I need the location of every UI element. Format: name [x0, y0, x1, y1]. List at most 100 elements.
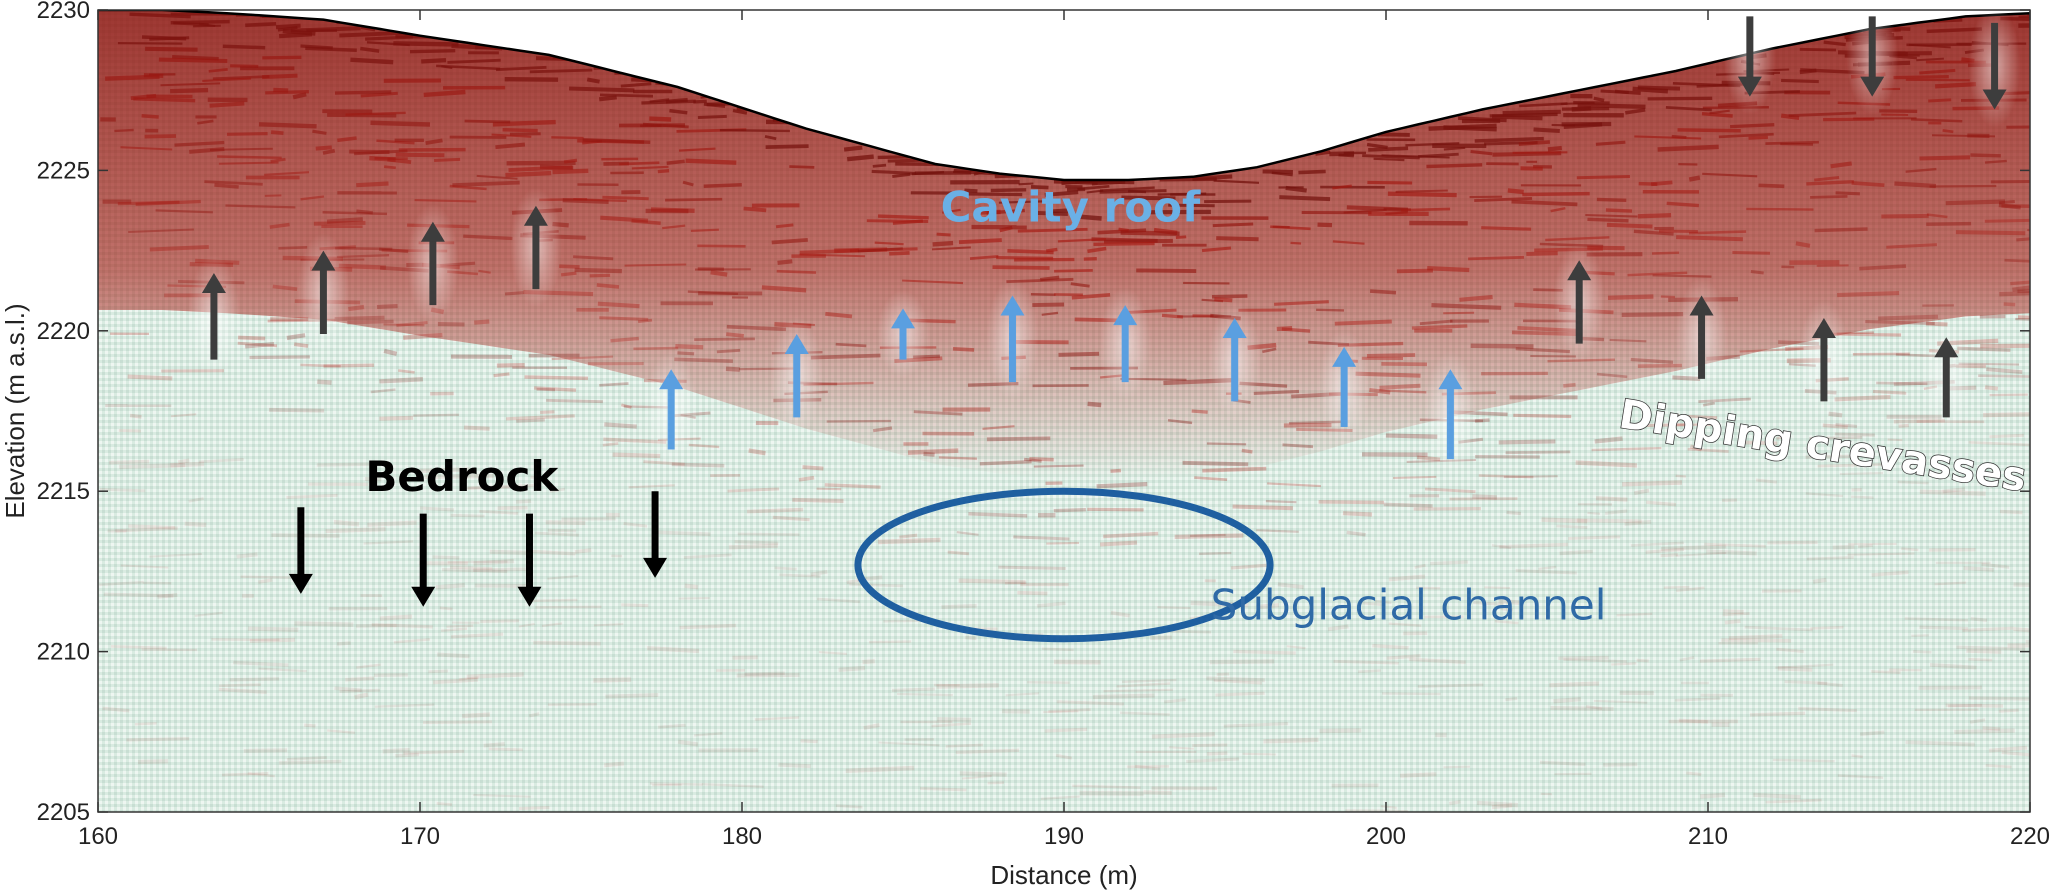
- reflector-streak: [1989, 433, 2024, 439]
- reflector-streak: [1484, 586, 1511, 589]
- reflector-streak: [473, 567, 526, 572]
- reflector-streak: [931, 722, 972, 728]
- crevasse-arrow-head: [201, 273, 226, 294]
- reflector-streak: [1998, 708, 2019, 713]
- reflector-streak: [1679, 656, 1695, 662]
- reflector-streak: [1724, 618, 1741, 625]
- reflector-streak: [1473, 600, 1504, 606]
- reflector-streak: [1550, 706, 1614, 711]
- reflector-streak: [1956, 645, 2026, 651]
- reflector-streak: [536, 387, 556, 392]
- reflector-streak: [1630, 541, 1684, 547]
- reflector-streak: [541, 622, 563, 627]
- reflector-streak: [1072, 784, 1141, 789]
- reflector-streak: [1186, 757, 1239, 764]
- reflector-streak: [736, 672, 800, 678]
- reflector-streak: [1587, 511, 1601, 515]
- reflector-streak: [744, 671, 785, 677]
- reflector-streak: [1806, 556, 1854, 561]
- subglacial-channel-label: Subglacial channel: [1211, 581, 1607, 630]
- reflector-streak: [628, 484, 675, 489]
- reflector-streak: [1954, 728, 2015, 735]
- reflector-streak: [727, 487, 780, 493]
- reflector-streak: [333, 519, 360, 527]
- above-surface-mask: [98, 10, 2030, 180]
- reflector-streak: [221, 772, 269, 777]
- reflector-streak: [1388, 622, 1422, 627]
- reflector-streak: [236, 552, 258, 559]
- reflector-streak: [1663, 585, 1690, 589]
- reflector-streak: [748, 448, 766, 456]
- x-axis-label: Distance (m): [990, 860, 1137, 890]
- reflector-streak: [810, 569, 828, 577]
- bedrock-arrow-head: [411, 586, 436, 607]
- cavity-arrow-head: [1222, 317, 1247, 338]
- reflector-streak: [515, 499, 532, 504]
- reflector-streak: [772, 515, 810, 522]
- reflector-streak: [493, 372, 510, 378]
- reflector-streak: [1699, 657, 1761, 663]
- y-tick-label: 2205: [37, 799, 90, 826]
- reflector-streak: [1043, 710, 1079, 714]
- reflector-streak: [1847, 552, 1915, 556]
- reflector-streak: [1948, 703, 1983, 708]
- reflector-streak: [473, 558, 515, 566]
- reflector-streak: [1645, 547, 1685, 554]
- reflector-streak: [367, 520, 417, 527]
- reflector-streak: [528, 712, 540, 718]
- reflector-streak: [1327, 624, 1349, 632]
- reflector-streak: [1374, 599, 1392, 604]
- reflector-streak: [1513, 413, 1572, 419]
- reflector-streak: [483, 742, 505, 748]
- reflector-streak: [1319, 728, 1362, 734]
- reflector-streak: [754, 716, 800, 721]
- plot-area: [98, 10, 2030, 812]
- reflector-streak: [1342, 511, 1373, 517]
- reflector-streak: [1549, 681, 1600, 688]
- reflector-streak: [1096, 482, 1148, 489]
- reflector-streak: [1036, 601, 1066, 608]
- reflector-streak: [177, 458, 190, 465]
- reflector-streak: [194, 611, 223, 617]
- reflector-streak: [1392, 475, 1437, 479]
- reflector-streak: [1968, 657, 1993, 662]
- reflector-streak: [1919, 625, 1969, 631]
- reflector-streak: [1400, 772, 1437, 778]
- reflector-streak: [1563, 658, 1627, 663]
- reflector-streak: [1576, 518, 1642, 524]
- reflector-streak: [746, 507, 804, 514]
- reflector-streak: [1491, 803, 1513, 810]
- reflector-streak: [1046, 541, 1080, 545]
- reflector-streak: [118, 428, 142, 433]
- reflector-streak: [109, 459, 150, 465]
- reflector-streak: [947, 550, 970, 556]
- reflector-streak: [1044, 727, 1088, 733]
- reflector-streak: [1593, 699, 1648, 704]
- reflector-streak: [605, 693, 659, 699]
- reflector-streak: [247, 772, 275, 778]
- reflector-streak: [473, 793, 531, 798]
- reflector-streak: [1232, 504, 1293, 511]
- reflector-streak: [1851, 754, 1863, 759]
- reflector-streak: [439, 606, 453, 611]
- reflector-streak: [656, 530, 711, 537]
- crevasse-arrow-head: [1811, 317, 1836, 338]
- reflector-streak: [677, 739, 699, 747]
- reflector-streak: [1099, 540, 1138, 547]
- reflector-streak: [792, 497, 844, 503]
- y-tick-label: 2215: [37, 478, 90, 505]
- reflector-streak: [1055, 753, 1073, 760]
- reflector-streak: [286, 493, 338, 499]
- reflector-streak: [1416, 586, 1441, 590]
- reflector-streak: [1568, 535, 1621, 540]
- reflector-streak: [115, 526, 178, 533]
- reflector-streak: [317, 379, 332, 385]
- reflector-streak: [188, 497, 204, 503]
- reflector-streak: [1595, 496, 1628, 502]
- reflector-streak: [937, 717, 972, 722]
- reflector-streak: [1660, 544, 1727, 551]
- reflector-streak: [462, 485, 522, 490]
- reflector-streak: [958, 578, 1026, 585]
- reflector-streak: [1053, 508, 1086, 513]
- reflector-streak: [1005, 692, 1040, 697]
